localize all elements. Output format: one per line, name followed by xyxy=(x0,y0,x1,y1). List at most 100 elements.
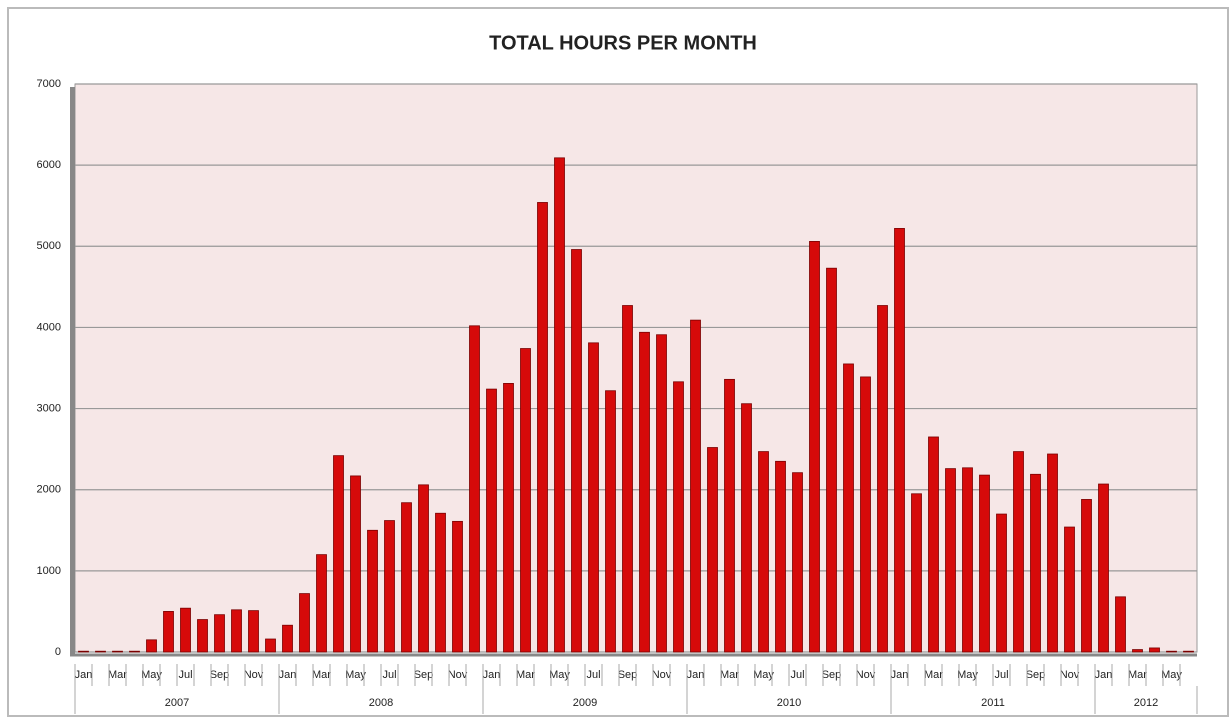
group-label: 2012 xyxy=(1134,697,1158,709)
x-tick-label: Jan xyxy=(483,669,501,681)
group-label: 2008 xyxy=(369,697,393,709)
bar xyxy=(316,554,327,653)
x-tick-label: May xyxy=(141,669,162,681)
bar xyxy=(843,363,854,653)
x-tick-label: Nov xyxy=(1060,669,1080,681)
x-tick-label: Jul xyxy=(586,669,600,681)
bar xyxy=(214,614,225,653)
y-tick-label: 2000 xyxy=(37,484,61,496)
bar xyxy=(265,638,276,653)
group-label: 2010 xyxy=(777,697,801,709)
x-tick-label: Jan xyxy=(75,669,93,681)
bar xyxy=(503,383,514,653)
bar xyxy=(1098,483,1109,653)
bar xyxy=(690,319,701,653)
bar xyxy=(520,348,531,653)
bar xyxy=(656,334,667,653)
bar xyxy=(129,650,140,653)
bar xyxy=(945,468,956,653)
bar xyxy=(452,520,463,653)
x-tick-label: Nov xyxy=(244,669,264,681)
bar xyxy=(758,451,769,653)
x-tick-label: Sep xyxy=(414,669,434,681)
x-tick-label: Jul xyxy=(178,669,192,681)
bar xyxy=(95,650,106,653)
bar xyxy=(469,325,480,653)
bar xyxy=(418,484,429,653)
bar xyxy=(860,376,871,653)
bar xyxy=(435,512,446,653)
bar xyxy=(78,650,89,653)
bar xyxy=(1030,473,1041,653)
bar xyxy=(996,513,1007,653)
bar xyxy=(146,639,157,653)
x-tick-label: Jul xyxy=(382,669,396,681)
bar xyxy=(792,472,803,653)
bar xyxy=(1132,649,1143,653)
x-tick-label: May xyxy=(345,669,366,681)
bar xyxy=(826,267,837,653)
x-tick-label: May xyxy=(957,669,978,681)
bar xyxy=(163,611,174,653)
bar xyxy=(979,474,990,653)
x-tick-label: Jul xyxy=(994,669,1008,681)
x-tick-label: May xyxy=(549,669,570,681)
x-tick-label: Sep xyxy=(618,669,638,681)
bar xyxy=(112,650,123,653)
y-tick-label: 5000 xyxy=(37,240,61,252)
bar xyxy=(741,403,752,653)
bar xyxy=(911,493,922,653)
y-tick-label: 0 xyxy=(55,646,61,658)
x-tick-label: Mar xyxy=(720,669,739,681)
bar xyxy=(1115,596,1126,653)
x-tick-label: Sep xyxy=(822,669,842,681)
side-wall xyxy=(70,87,75,655)
x-tick-label: Sep xyxy=(210,669,230,681)
y-tick-label: 3000 xyxy=(37,402,61,414)
bar xyxy=(299,593,310,653)
bar xyxy=(928,436,939,653)
bar xyxy=(1149,647,1160,653)
bar xyxy=(962,467,973,653)
bar xyxy=(180,607,191,653)
bar xyxy=(605,390,616,653)
x-tick-label: Sep xyxy=(1026,669,1046,681)
bar xyxy=(707,447,718,653)
x-tick-label: Nov xyxy=(652,669,672,681)
bar xyxy=(350,475,361,653)
bar xyxy=(401,502,412,653)
x-tick-label: Jan xyxy=(279,669,297,681)
bar xyxy=(1013,451,1024,653)
bar xyxy=(248,610,259,653)
bar xyxy=(1166,650,1177,653)
bar xyxy=(282,624,293,653)
x-tick-label: Mar xyxy=(312,669,331,681)
x-tick-label: Mar xyxy=(924,669,943,681)
bar xyxy=(367,529,378,653)
x-tick-label: Jan xyxy=(687,669,705,681)
y-tick-label: 7000 xyxy=(37,78,61,90)
x-tick-label: Nov xyxy=(856,669,876,681)
bar xyxy=(1183,650,1194,653)
group-label: 2007 xyxy=(165,697,189,709)
x-tick-label: Mar xyxy=(108,669,127,681)
x-tick-label: Jul xyxy=(790,669,804,681)
bar xyxy=(333,455,344,653)
group-label: 2011 xyxy=(981,697,1005,709)
bar xyxy=(724,378,735,653)
x-tick-label: May xyxy=(753,669,774,681)
x-tick-label: Jan xyxy=(1095,669,1113,681)
bar xyxy=(877,305,888,653)
bar xyxy=(894,228,905,653)
x-tick-label: Mar xyxy=(516,669,535,681)
x-tick-label: May xyxy=(1161,669,1182,681)
bar xyxy=(197,619,208,653)
bar xyxy=(673,381,684,653)
bar xyxy=(639,331,650,653)
bar xyxy=(486,388,497,653)
x-tick-label: Nov xyxy=(448,669,468,681)
bar xyxy=(537,202,548,653)
x-tick-label: Jan xyxy=(891,669,909,681)
bar xyxy=(775,460,786,653)
bar xyxy=(1081,499,1092,653)
